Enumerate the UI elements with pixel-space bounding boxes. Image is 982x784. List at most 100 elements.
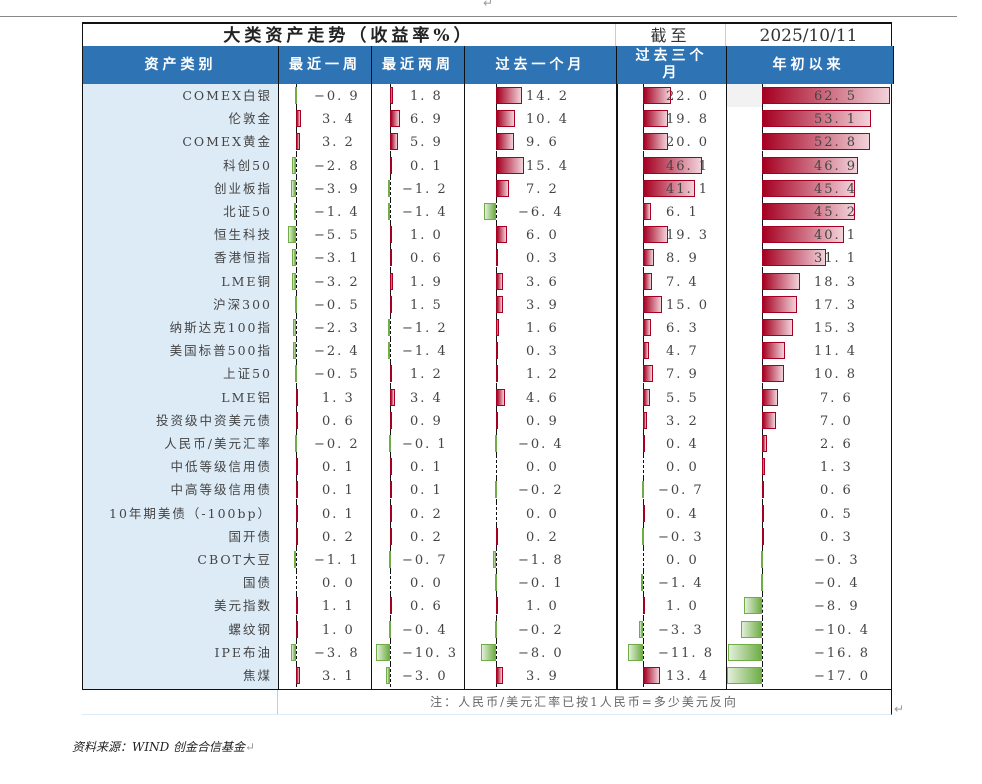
- return-value: −2. 3: [314, 321, 360, 336]
- bar-axis: [296, 362, 297, 386]
- cell-m3: 19. 8: [616, 107, 726, 131]
- negative-data-bar: [740, 620, 762, 638]
- cell-m1: −0. 2: [464, 617, 616, 641]
- bar-axis: [496, 478, 497, 502]
- negative-data-bar: [292, 319, 296, 336]
- return-value: 7. 0: [820, 413, 853, 429]
- return-value: 14. 2: [526, 89, 570, 104]
- positive-data-bar: [643, 249, 655, 267]
- cell-ytd: −0. 3: [726, 548, 890, 572]
- return-value: −0. 2: [314, 437, 360, 452]
- return-value: −0. 5: [314, 297, 360, 313]
- positive-data-bar: [390, 504, 392, 522]
- return-value: −1. 4: [314, 205, 360, 220]
- column-divider: [371, 84, 372, 689]
- negative-data-bar: [375, 643, 390, 661]
- cell-w2: 0. 1: [371, 455, 464, 479]
- return-value: 17. 3: [814, 297, 858, 313]
- cell-m3: −0. 3: [616, 524, 726, 548]
- positive-data-bar: [296, 620, 298, 638]
- cell-w1: −2. 8: [278, 153, 371, 177]
- bar-axis: [643, 640, 644, 664]
- return-value: −2. 8: [314, 158, 360, 174]
- bar-axis: [496, 455, 497, 479]
- asset-name: IPE布油: [214, 644, 272, 660]
- bar-axis: [762, 617, 763, 641]
- asset-name: 国债: [242, 575, 272, 591]
- return-value: 15. 4: [526, 158, 570, 174]
- column-divider: [726, 84, 727, 689]
- cell-w2: 6. 9: [371, 107, 464, 131]
- bar-axis: [643, 455, 644, 479]
- cell-w1: 3. 4: [278, 107, 371, 131]
- asset-name: 螺纹钢: [228, 621, 272, 637]
- cell-m3: 3. 2: [616, 408, 726, 432]
- asset-name: 焦煤: [242, 668, 272, 683]
- cell-w2: 3. 4: [371, 385, 464, 409]
- positive-data-bar: [296, 481, 298, 499]
- table-row: 科创50 −2. 8 0. 1 15. 4 46. 1 46. 9: [83, 153, 890, 177]
- return-value: −0. 1: [402, 437, 448, 452]
- cell-ytd: 46. 9: [726, 153, 890, 177]
- cell-ytd: 2. 6: [726, 432, 890, 456]
- header-asset-class: 资产类别: [144, 56, 217, 73]
- bar-axis: [496, 432, 497, 456]
- return-value: 1. 8: [410, 89, 443, 104]
- table-body: COMEX白银 −0. 9 1. 8 14. 2 22. 0 62. 5 伦敦金 3. 4 6.…: [82, 84, 892, 690]
- negative-data-bar: [641, 574, 644, 592]
- cell-m1: 0. 3: [464, 339, 616, 363]
- return-value: −16. 8: [814, 645, 870, 661]
- table-row: CBOT大豆 −1. 1 −0. 7 −1. 8 0. 0 −0. 3: [83, 548, 890, 572]
- cell-w1: −3. 9: [278, 176, 371, 200]
- cell-w1: 0. 1: [278, 455, 371, 479]
- column-divider: [278, 84, 279, 689]
- table-row: 螺纹钢 1. 0 −0. 4 −0. 2 −3. 3 −10. 4: [83, 617, 890, 641]
- asset-name: 中低等级信用债: [170, 459, 272, 475]
- return-value: −0. 3: [658, 529, 704, 545]
- positive-data-bar: [390, 295, 393, 313]
- cell-w1: 1. 1: [278, 594, 371, 618]
- return-value: 0. 9: [410, 413, 443, 429]
- return-value: −0. 2: [518, 483, 564, 499]
- cell-m3: 6. 1: [616, 200, 726, 224]
- negative-data-bar: [760, 574, 763, 592]
- note-row: 注：人民币/美元汇率已按1人民币=多少美元反向: [82, 690, 892, 715]
- cell-ytd: −8. 9: [726, 594, 890, 618]
- table-row: 纳斯达克100指 −2. 3 −1. 2 1. 6 6. 3 15. 3: [83, 316, 890, 340]
- bar-axis: [296, 316, 297, 340]
- positive-data-bar: [390, 87, 393, 104]
- positive-data-bar: [643, 388, 650, 406]
- return-value: 3. 6: [526, 274, 559, 290]
- return-value: 40. 1: [814, 228, 858, 244]
- positive-data-bar: [762, 319, 794, 336]
- cell-ytd: 7. 0: [726, 408, 890, 432]
- cell-m1: −6. 4: [464, 200, 616, 224]
- cell-m3: 5. 5: [616, 385, 726, 409]
- source-label: 资料来源：WIND 创金合信基金: [72, 740, 246, 754]
- bar-axis: [496, 548, 497, 572]
- bar-axis: [390, 200, 391, 224]
- cell-w2: 0. 1: [371, 153, 464, 177]
- bar-axis: [496, 200, 497, 224]
- return-value: 15. 0: [666, 297, 710, 313]
- negative-data-bar: [388, 319, 391, 336]
- asset-name: LME铝: [221, 389, 272, 405]
- return-value: 10. 4: [526, 112, 570, 128]
- table-row: 伦敦金 3. 4 6. 9 10. 4 19. 8 53. 1: [83, 107, 890, 131]
- return-value: 0. 3: [526, 344, 559, 360]
- positive-data-bar: [496, 388, 505, 406]
- return-value: 0. 1: [322, 483, 355, 499]
- cell-m3: 41. 1: [616, 176, 726, 200]
- positive-data-bar: [762, 156, 859, 174]
- cell-m1: 0. 9: [464, 408, 616, 432]
- return-value: 4. 7: [666, 344, 699, 360]
- cell-m1: 3. 9: [464, 292, 616, 316]
- positive-data-bar: [390, 133, 399, 151]
- positive-data-bar: [390, 272, 393, 290]
- positive-data-bar: [496, 272, 503, 290]
- bar-axis: [296, 246, 297, 270]
- negative-data-bar: [641, 481, 644, 499]
- positive-data-bar: [496, 110, 516, 128]
- positive-data-bar: [762, 272, 800, 290]
- cell-w1: 0. 2: [278, 524, 371, 548]
